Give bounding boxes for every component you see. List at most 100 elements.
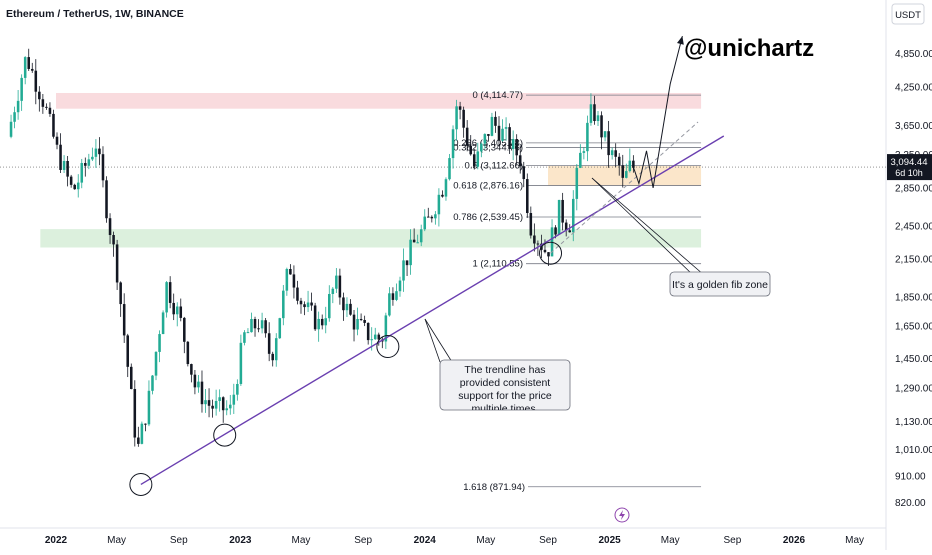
candle-body	[197, 381, 200, 388]
drawings-layer[interactable]	[129, 121, 725, 496]
candle-body	[55, 136, 59, 145]
candle-body	[151, 375, 154, 391]
price-tick-label: 1,010.00	[895, 445, 932, 456]
candle-body	[9, 121, 13, 137]
candle-body	[451, 129, 455, 159]
last-price-value: 3,094.44	[891, 157, 928, 168]
fib-level-label: 0 (4,114.77)	[472, 90, 523, 101]
candle-body	[105, 180, 108, 219]
candle-body	[27, 57, 30, 69]
candle-body	[101, 154, 105, 181]
candle-body	[501, 128, 504, 141]
candle-body	[345, 303, 349, 311]
candle-body	[480, 143, 483, 152]
fib-level-label: 0.618 (2,876.16)	[453, 181, 523, 192]
price-tick-label: 4,250.00	[895, 83, 932, 94]
price-axis[interactable]: 4,850.004,250.003,650.003,250.002,850.00…	[895, 49, 932, 509]
lightning-icon[interactable]	[614, 507, 630, 523]
candle-body	[557, 199, 561, 235]
time-tick-label: 2023	[229, 535, 252, 546]
candle-body	[359, 318, 363, 321]
candle-body	[267, 333, 271, 354]
candle-body	[207, 400, 211, 406]
candle-body	[20, 77, 23, 101]
price-axis-panel	[886, 0, 932, 550]
fib-level-label: 0.786 (2,539.45)	[453, 212, 523, 223]
candle-body	[564, 222, 568, 231]
support-zone[interactable]	[40, 229, 702, 248]
time-tick-label: Sep	[354, 535, 372, 546]
support-trendline[interactable]	[140, 135, 725, 486]
candle-body	[518, 155, 522, 167]
candle-body	[225, 408, 229, 411]
candle-body	[140, 423, 144, 444]
candle-body	[313, 305, 317, 330]
candle-body	[398, 280, 402, 292]
trendline-callout[interactable]	[439, 359, 571, 411]
candle-body	[614, 150, 617, 157]
candle-body	[129, 366, 133, 389]
candle-body	[320, 318, 324, 326]
candle-body	[458, 106, 462, 110]
candle-body	[490, 116, 494, 136]
projection-arrow[interactable]	[632, 35, 683, 188]
golden-fib-zone[interactable]	[548, 165, 702, 186]
candle-body	[69, 176, 73, 185]
candle-body	[554, 227, 557, 235]
trendline-touch-circle	[376, 335, 400, 359]
candle-body	[232, 394, 236, 405]
candle-body	[419, 229, 423, 243]
candle-body	[45, 106, 48, 108]
candle-body	[395, 291, 398, 300]
time-tick-label: Sep	[170, 535, 188, 546]
candle-body	[41, 99, 45, 107]
candle-body	[469, 145, 472, 155]
candle-body	[282, 290, 285, 319]
fib-retracement[interactable]: 0 (4,114.77) 0.236 (3,405.78)0.382 (3,344…	[453, 90, 702, 493]
candle-body	[483, 134, 487, 144]
candle-body	[274, 338, 278, 361]
candle-body	[335, 275, 338, 289]
candle-body	[515, 139, 518, 156]
candle-body	[59, 144, 62, 170]
candle-body	[52, 113, 55, 137]
candle-body	[561, 199, 564, 223]
candle-body	[218, 397, 221, 401]
candle-body	[76, 182, 80, 190]
time-axis[interactable]: 2022 May Sep 2023 May Sep 2024 May Sep 2025 May Sep…	[45, 535, 864, 546]
candle-body	[243, 332, 246, 343]
price-tick-label: 3,650.00	[895, 121, 932, 132]
candle-body	[246, 332, 250, 334]
candle-body	[465, 127, 469, 146]
candle-body	[582, 151, 586, 153]
candle-body	[239, 342, 243, 384]
time-tick-label: 2025	[599, 535, 622, 546]
candle-body	[158, 334, 161, 352]
candle-body	[388, 293, 391, 316]
resistance-zone[interactable]	[56, 93, 702, 109]
price-tick-label: 2,150.00	[895, 254, 932, 265]
time-tick-label: May	[292, 535, 311, 546]
last-price-tag[interactable]: 3,094.44 6d 10h	[887, 154, 932, 181]
candle-body	[186, 341, 190, 365]
candle-body	[38, 91, 41, 100]
candle-body	[621, 165, 625, 178]
dashed-trendline[interactable]	[550, 121, 699, 254]
candle-body	[352, 314, 356, 330]
candle-body	[437, 194, 441, 215]
currency-button[interactable]: USDT	[891, 3, 925, 25]
golden-zone-callout[interactable]	[669, 271, 771, 297]
candle-body	[94, 148, 98, 157]
candle-body	[543, 249, 547, 253]
candle-body	[363, 320, 366, 323]
author-watermark: @unichartz	[684, 35, 814, 62]
candle-body	[356, 318, 359, 330]
candle-body	[296, 287, 299, 301]
candle-body	[190, 364, 193, 375]
candle-body	[628, 160, 632, 172]
candle-body	[423, 216, 427, 230]
candle-body	[48, 107, 52, 114]
candle-body	[511, 139, 515, 150]
